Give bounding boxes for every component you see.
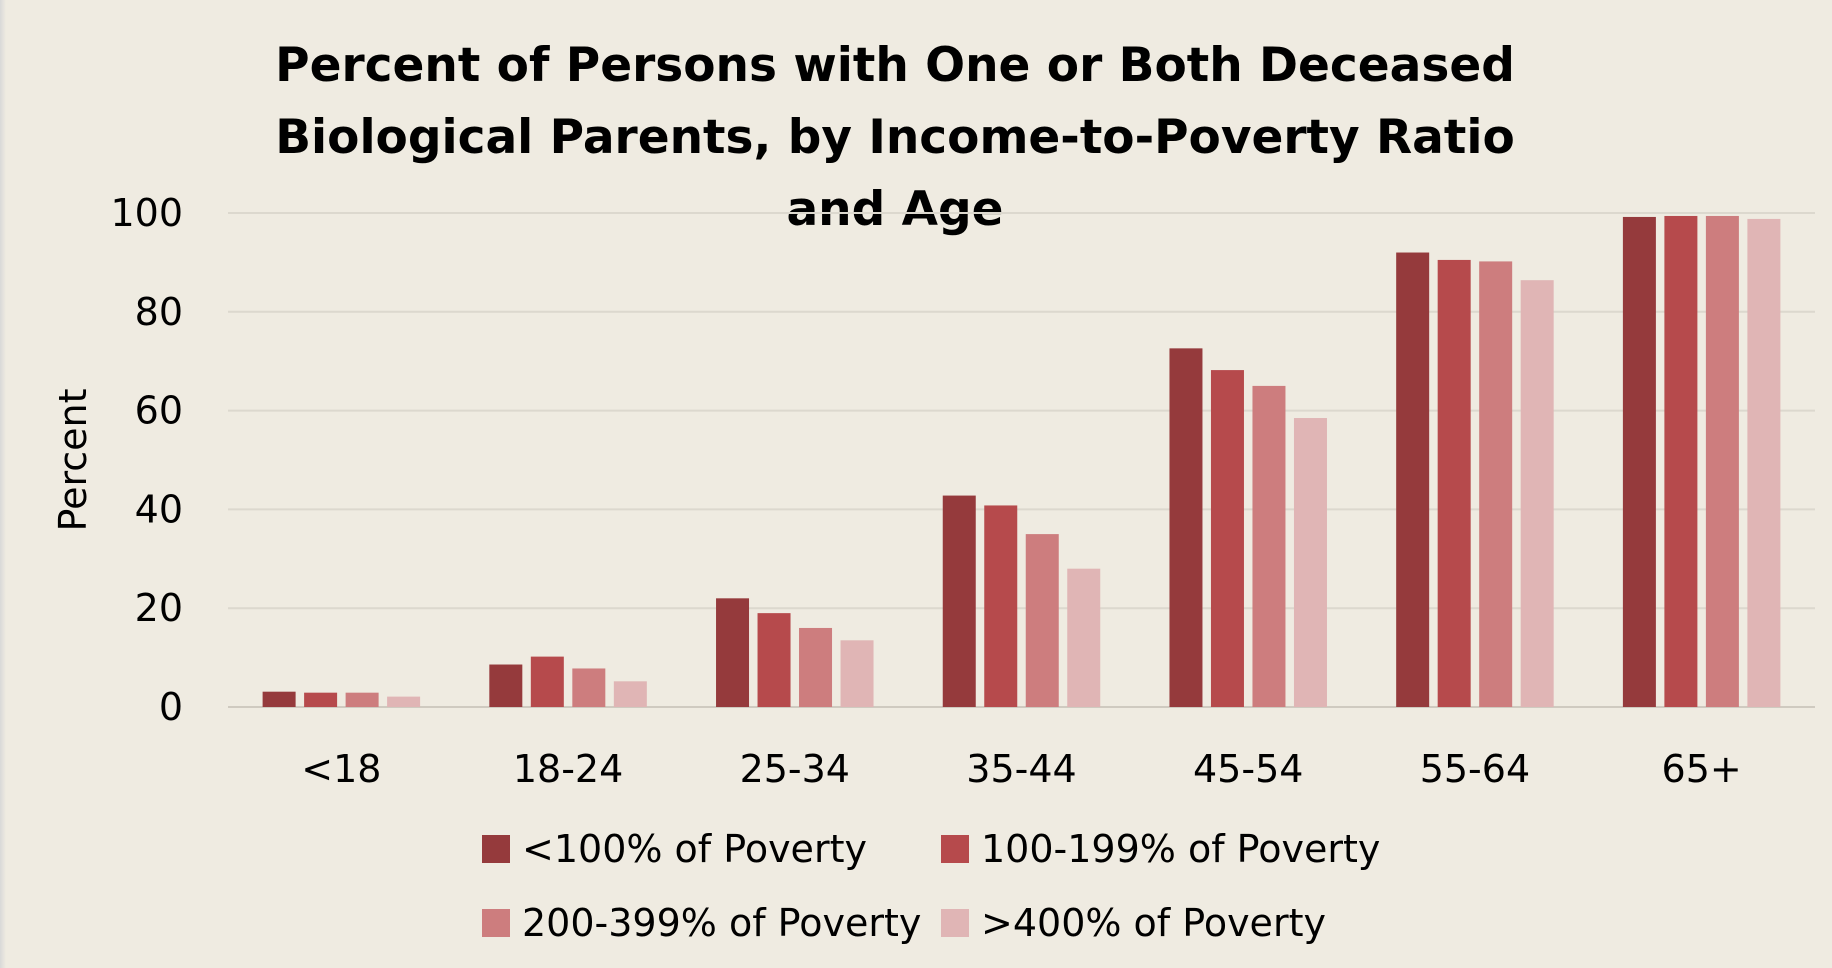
bar <box>1210 370 1244 707</box>
y-tick-label: 100 <box>110 191 183 235</box>
y-tick-label: 20 <box>135 586 183 630</box>
y-axis-title: Percent <box>51 389 95 532</box>
bar <box>1293 418 1327 707</box>
grid-lines <box>228 212 1815 708</box>
bar <box>1025 534 1059 707</box>
y-tick-label: 0 <box>159 685 183 729</box>
x-tick-label: 25-34 <box>740 747 850 791</box>
y-tick-label: 40 <box>135 487 183 531</box>
legend: <100% of Poverty 100-199% of Poverty 200-3… <box>482 827 1380 945</box>
legend-swatch <box>482 909 510 937</box>
bar <box>304 692 338 707</box>
bars <box>262 215 1781 708</box>
bar <box>1067 568 1101 707</box>
bar <box>387 696 421 707</box>
legend-swatch <box>941 909 969 937</box>
bar <box>1520 280 1554 707</box>
y-tick-label: 60 <box>135 389 183 433</box>
bar <box>942 495 976 707</box>
bar <box>757 613 791 707</box>
chart-title: Percent of Persons with One or Both Dece… <box>275 38 1515 237</box>
bar <box>1705 215 1739 708</box>
x-tick-label: <18 <box>301 747 381 791</box>
bar <box>1479 261 1513 707</box>
bar <box>262 691 296 707</box>
bar <box>613 681 647 707</box>
x-tick-label: 55-64 <box>1420 747 1530 791</box>
bar <box>716 598 750 707</box>
x-tick-label: 35-44 <box>966 747 1076 791</box>
x-tick-labels: <18 18-24 25-34 35-44 45-54 55-64 65+ <box>301 747 1741 791</box>
legend-label: 200-399% of Poverty <box>522 901 921 945</box>
bar <box>799 627 833 707</box>
y-tick-labels: 0 20 40 60 80 100 <box>110 191 183 729</box>
bar <box>1169 348 1203 707</box>
bar <box>1747 218 1781 708</box>
bar <box>489 664 523 707</box>
legend-label: >400% of Poverty <box>981 901 1326 945</box>
x-tick-label: 45-54 <box>1193 747 1303 791</box>
panel-shadow-edge <box>0 0 6 968</box>
bar <box>1437 259 1471 707</box>
x-tick-label: 18-24 <box>513 747 623 791</box>
bar <box>1664 215 1698 708</box>
bar <box>530 656 564 707</box>
bar <box>1252 385 1286 707</box>
bar <box>572 668 606 707</box>
bar <box>840 640 874 707</box>
x-tick-label: 65+ <box>1662 747 1742 791</box>
y-tick-label: 80 <box>135 290 183 334</box>
bar <box>984 505 1018 707</box>
bar <box>345 692 379 707</box>
legend-label: 100-199% of Poverty <box>981 827 1380 871</box>
legend-label: <100% of Poverty <box>522 827 867 871</box>
bar <box>1396 252 1430 707</box>
legend-swatch <box>941 835 969 863</box>
legend-swatch <box>482 835 510 863</box>
bar <box>1622 216 1656 707</box>
